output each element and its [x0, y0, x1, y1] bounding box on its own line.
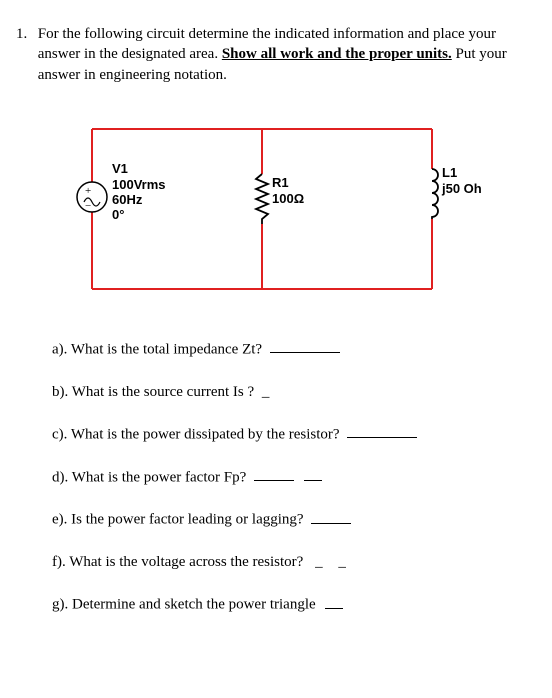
inductor-symbol: [432, 169, 438, 219]
part-c: c). What is the power dissipated by the …: [52, 424, 528, 445]
blank-line: [254, 467, 294, 482]
blank-line: [347, 424, 417, 439]
ac-source-symbol: + −: [77, 182, 107, 212]
question-number: 1.: [16, 24, 34, 44]
part-b-text: b). What is the source current Is ?: [52, 384, 254, 400]
v1-phase: 0°: [112, 207, 124, 222]
svg-text:+: +: [85, 185, 91, 197]
part-a-text: a). What is the total impedance Zt?: [52, 341, 262, 357]
blank-line: [304, 467, 322, 482]
part-c-text: c). What is the power dissipated by the …: [52, 426, 340, 442]
prompt-bold: Show all work and the proper units.: [222, 46, 452, 62]
circuit-svg: + − V1 100Vrms 60Hz 0° R1 100Ω L1 j50 Oh…: [52, 109, 482, 309]
part-g-text: g). Determine and sketch the power trian…: [52, 597, 316, 613]
svg-text:−: −: [85, 200, 91, 212]
blank-line: [270, 339, 340, 354]
circuit-diagram: + − V1 100Vrms 60Hz 0° R1 100Ω L1 j50 Oh…: [52, 109, 528, 309]
part-f: f). What is the voltage across the resis…: [52, 552, 528, 572]
part-e-text: e). Is the power factor leading or laggi…: [52, 512, 304, 528]
part-e: e). Is the power factor leading or laggi…: [52, 509, 528, 530]
question-block: 1. For the following circuit determine t…: [16, 24, 528, 85]
part-d: d). What is the power factor Fp?: [52, 467, 528, 488]
part-b: b). What is the source current Is ? _: [52, 382, 528, 402]
resistor-symbol: [256, 174, 268, 224]
v1-value: 100Vrms: [112, 177, 166, 192]
part-a: a). What is the total impedance Zt?: [52, 339, 528, 360]
v1-freq: 60Hz: [112, 192, 143, 207]
blank-line: [325, 594, 343, 609]
r1-name: R1: [272, 175, 289, 190]
part-f-text: f). What is the voltage across the resis…: [52, 554, 303, 570]
l1-name: L1: [442, 165, 457, 180]
l1-value: j50 Ohms: [441, 181, 482, 196]
part-d-text: d). What is the power factor Fp?: [52, 469, 246, 485]
question-prompt: For the following circuit determine the …: [38, 24, 528, 85]
part-g: g). Determine and sketch the power trian…: [52, 594, 528, 615]
v1-name: V1: [112, 161, 128, 176]
blank-line: [311, 509, 351, 524]
r1-value: 100Ω: [272, 191, 304, 206]
